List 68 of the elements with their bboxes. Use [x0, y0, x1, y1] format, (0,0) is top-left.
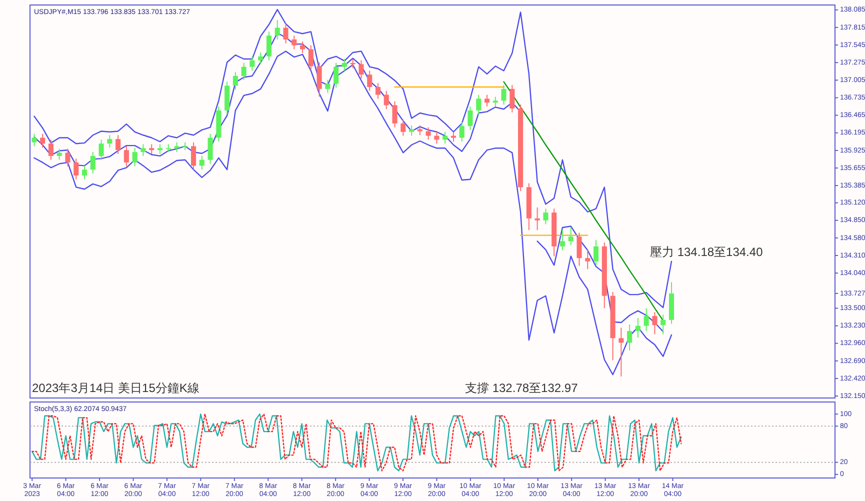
candlestick [468, 106, 473, 130]
candlestick [149, 144, 154, 154]
candlestick [116, 134, 121, 154]
candlestick [334, 62, 339, 88]
candlestick [292, 35, 297, 50]
candlestick [124, 146, 129, 167]
candlestick [98, 139, 104, 160]
candlestick [132, 148, 138, 167]
candlestick [476, 94, 482, 115]
candlestick [652, 312, 658, 335]
annotation: 支撐 132.78至132.97 [465, 381, 578, 396]
candlestick [367, 70, 372, 92]
candlestick [283, 23, 288, 44]
candlestick [232, 72, 238, 90]
candlestick [384, 90, 389, 110]
candlestick [74, 158, 79, 180]
line-series [32, 413, 682, 472]
candlestick [426, 126, 431, 140]
candlestick [409, 124, 414, 136]
candlestick [325, 79, 330, 94]
candlestick [56, 148, 62, 160]
candlestick [250, 56, 255, 72]
candlestick [510, 84, 515, 113]
candlestick [375, 82, 381, 100]
candlestick [191, 142, 196, 170]
candlestick [534, 206, 540, 231]
candlestick [258, 52, 264, 65]
candlestick [484, 94, 490, 108]
candlestick [266, 31, 272, 61]
candlestick [157, 144, 162, 154]
candlestick [342, 58, 347, 72]
line-series [34, 8, 672, 308]
candlestick [40, 133, 46, 148]
candlestick [274, 19, 280, 40]
candlestick [492, 96, 498, 108]
candlestick [140, 144, 146, 156]
annotation: 2023年3月14日 美日15分鐘K線 [32, 381, 200, 396]
candlestick [543, 208, 548, 225]
candlestick [32, 133, 37, 147]
candlestick [585, 249, 590, 270]
annotation: 壓力 134.18至134.40 [650, 245, 764, 260]
candlestick [208, 133, 213, 164]
candlestick [560, 230, 565, 251]
candlestick [594, 239, 599, 266]
candlestick [358, 60, 364, 80]
candlestick [316, 62, 322, 98]
candlestick [576, 232, 582, 266]
candlestick [199, 155, 204, 170]
candlestick [618, 327, 624, 378]
candlestick [392, 100, 398, 128]
candlestick [90, 152, 96, 174]
candlestick [107, 134, 112, 148]
candlestick [308, 44, 314, 71]
candlestick [459, 122, 464, 142]
candlestick [400, 119, 406, 136]
candlestick [501, 84, 506, 106]
candlestick [568, 226, 574, 246]
candlestick [65, 148, 70, 167]
candlestick [627, 324, 632, 351]
candlestick [241, 62, 246, 80]
candlestick [166, 144, 171, 153]
candlestick [635, 317, 640, 338]
candlestick [48, 139, 54, 160]
line-series [34, 50, 672, 376]
candlestick [644, 308, 649, 332]
candlestick [660, 314, 666, 335]
candlestick [174, 142, 180, 153]
candlestick [82, 165, 88, 180]
